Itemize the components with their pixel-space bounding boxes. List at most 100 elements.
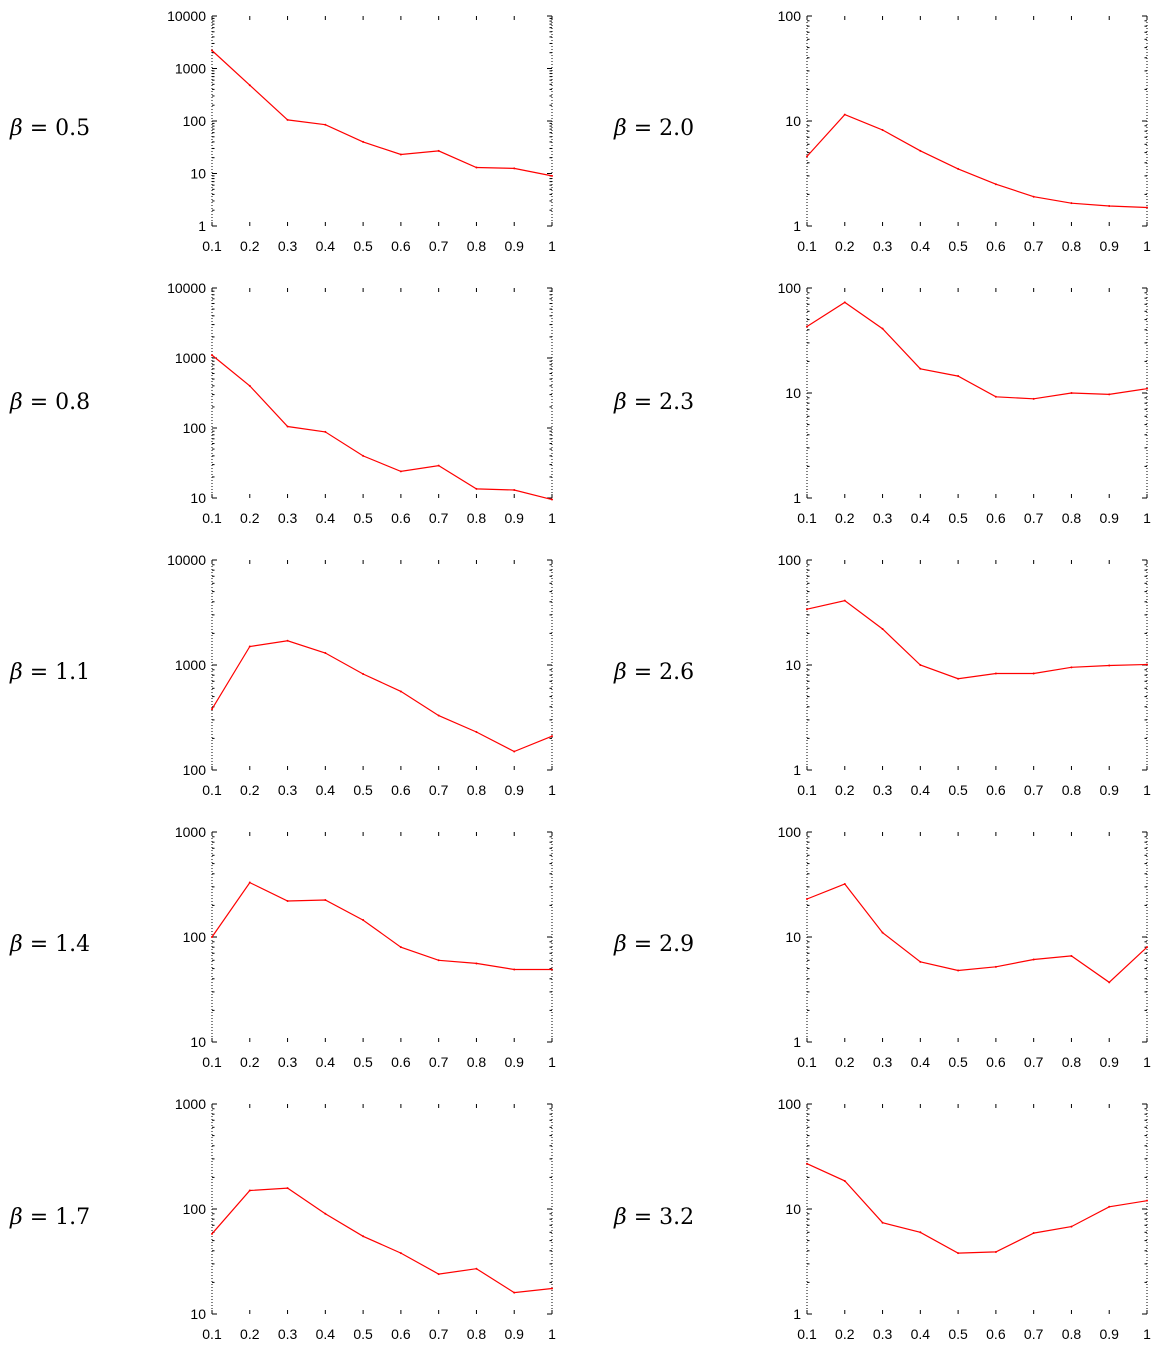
beta-label: β = 1.7 bbox=[10, 1205, 90, 1230]
data-point bbox=[324, 430, 327, 433]
data-point bbox=[806, 325, 808, 328]
y-tick-label: 10 bbox=[785, 113, 801, 129]
data-point bbox=[248, 384, 251, 387]
data-point bbox=[919, 664, 922, 666]
x-tick-label: 0.2 bbox=[240, 1054, 260, 1070]
data-point bbox=[919, 1231, 922, 1234]
data-series-line bbox=[806, 113, 1148, 209]
data-point bbox=[211, 708, 213, 711]
x-tick-label: 0.3 bbox=[873, 510, 893, 526]
y-tick-label: 100 bbox=[183, 1201, 207, 1217]
data-point bbox=[843, 599, 846, 602]
beta-label: β = 2.9 bbox=[614, 932, 694, 957]
x-tick-label: 0.8 bbox=[467, 510, 487, 526]
beta-label: β = 2.6 bbox=[614, 660, 694, 685]
x-tick-label: 0.4 bbox=[316, 238, 336, 254]
beta-symbol: β bbox=[10, 1205, 23, 1230]
data-point bbox=[806, 1162, 808, 1165]
x-tick-label: 0.5 bbox=[353, 238, 373, 254]
x-tick-label: 0.3 bbox=[278, 1054, 298, 1070]
x-tick-label: 0.1 bbox=[202, 510, 222, 526]
x-tick-label: 1 bbox=[548, 1326, 556, 1342]
data-point bbox=[475, 731, 478, 734]
y-tick-label: 1000 bbox=[175, 1096, 206, 1112]
data-point bbox=[551, 498, 553, 501]
data-point bbox=[919, 367, 922, 370]
x-tick-label: 0.6 bbox=[391, 782, 411, 798]
x-tick-label: 0.6 bbox=[986, 1326, 1006, 1342]
x-tick-label: 0.8 bbox=[1062, 1054, 1082, 1070]
data-point bbox=[843, 1179, 846, 1182]
data-point bbox=[437, 464, 440, 467]
data-point bbox=[437, 149, 440, 152]
beta-value: = 2.9 bbox=[633, 932, 695, 957]
x-tick-label: 0.6 bbox=[986, 782, 1006, 798]
data-point bbox=[211, 49, 213, 52]
x-tick-label: 0.4 bbox=[316, 1054, 336, 1070]
x-tick-label: 1 bbox=[548, 1054, 556, 1070]
data-series-line bbox=[806, 600, 1148, 680]
data-point bbox=[1108, 393, 1111, 396]
x-tick-label: 0.9 bbox=[1099, 782, 1119, 798]
x-tick-label: 0.5 bbox=[948, 238, 968, 254]
x-tick-label: 0.5 bbox=[353, 510, 373, 526]
data-point bbox=[513, 750, 516, 753]
beta-symbol: β bbox=[10, 390, 23, 415]
data-point bbox=[362, 454, 365, 457]
beta-symbol: β bbox=[614, 660, 627, 685]
data-point bbox=[1146, 663, 1148, 666]
x-tick-label: 0.9 bbox=[504, 1054, 524, 1070]
y-tick-label: 10 bbox=[190, 166, 206, 182]
line-chart: 1 10 100 0.1 0.2 0.3 0.4 0.5 0.6 0.7 0.8 0.9 1 bbox=[778, 824, 1151, 1070]
beta-value: = 2.3 bbox=[633, 390, 695, 415]
data-point bbox=[957, 969, 960, 972]
data-point bbox=[1146, 387, 1148, 390]
x-tick-label: 0.4 bbox=[911, 1326, 931, 1342]
data-point bbox=[362, 1235, 365, 1238]
data-point bbox=[1108, 664, 1111, 667]
data-point bbox=[994, 183, 997, 186]
data-point bbox=[286, 639, 289, 642]
x-tick-label: 0.1 bbox=[797, 1054, 817, 1070]
x-tick-label: 0.2 bbox=[240, 1326, 260, 1342]
x-tick-label: 0.2 bbox=[835, 1326, 855, 1342]
data-point bbox=[286, 900, 289, 903]
data-series-line bbox=[211, 881, 552, 971]
x-tick-label: 0.7 bbox=[1024, 238, 1044, 254]
data-point bbox=[324, 899, 327, 902]
data-point bbox=[399, 470, 402, 473]
data-point bbox=[475, 487, 478, 490]
data-point bbox=[437, 1273, 440, 1276]
beta-symbol: β bbox=[614, 1205, 627, 1230]
y-tick-label: 10000 bbox=[167, 552, 206, 568]
data-point bbox=[957, 677, 960, 680]
x-tick-label: 0.1 bbox=[202, 1054, 222, 1070]
x-tick-label: 0.3 bbox=[278, 238, 298, 254]
x-tick-label: 0.4 bbox=[911, 510, 931, 526]
y-tick-label: 100 bbox=[183, 762, 207, 778]
x-tick-label: 1 bbox=[1143, 510, 1151, 526]
line-chart: 1 10 100 0.1 0.2 0.3 0.4 0.5 0.6 0.7 0.8 0.9 1 bbox=[778, 1096, 1151, 1342]
x-tick-label: 0.6 bbox=[986, 510, 1006, 526]
x-tick-label: 0.6 bbox=[391, 510, 411, 526]
data-point bbox=[248, 645, 251, 648]
data-point bbox=[1070, 666, 1073, 669]
y-tick-label: 10 bbox=[190, 1306, 206, 1322]
x-tick-label: 0.9 bbox=[504, 238, 524, 254]
x-tick-label: 0.3 bbox=[278, 782, 298, 798]
x-tick-label: 0.8 bbox=[467, 238, 487, 254]
data-point bbox=[1146, 1199, 1148, 1202]
data-point bbox=[551, 174, 553, 177]
data-point bbox=[286, 118, 289, 121]
y-tick-label: 1000 bbox=[175, 61, 206, 77]
x-tick-label: 0.8 bbox=[1062, 1326, 1082, 1342]
x-tick-label: 0.5 bbox=[353, 1054, 373, 1070]
x-tick-label: 0.7 bbox=[1024, 782, 1044, 798]
x-tick-label: 0.7 bbox=[429, 1054, 449, 1070]
y-tick-label: 10000 bbox=[167, 280, 206, 296]
x-tick-label: 0.4 bbox=[316, 510, 336, 526]
x-tick-label: 0.7 bbox=[429, 1326, 449, 1342]
data-point bbox=[1070, 202, 1073, 205]
data-point bbox=[1032, 397, 1035, 400]
